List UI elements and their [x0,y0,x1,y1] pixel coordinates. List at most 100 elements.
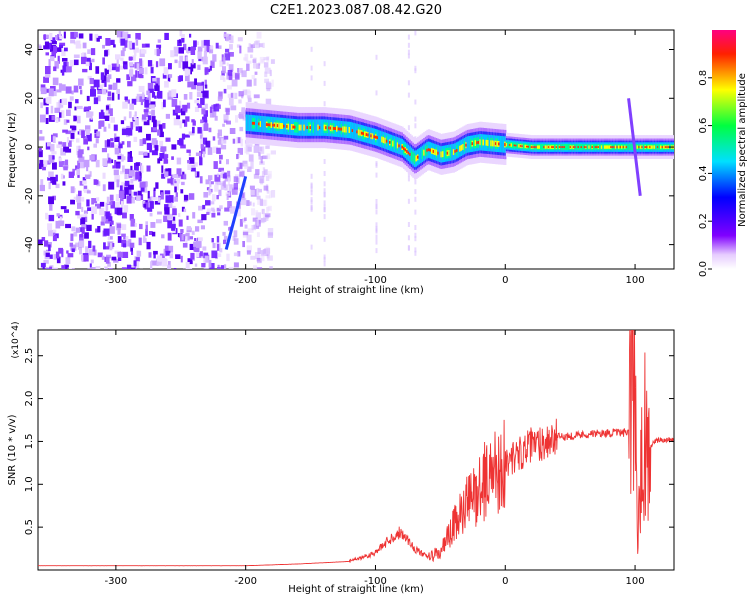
noise-cell [74,106,77,111]
ridge-cell [519,145,522,147]
noise-cell [138,67,144,74]
noise-cell [74,31,78,38]
noise-cell [233,252,239,257]
noise-cell [244,146,248,154]
ridge-cell [530,146,533,148]
noise-cell [121,141,125,145]
noise-cell [229,44,233,50]
ridge-cell [308,122,311,133]
noise-cell [116,78,121,83]
ridge-cell [512,142,515,149]
noise-cell [222,181,225,187]
noise-cell [149,104,155,109]
noise-cell [127,81,133,87]
noise-cell [156,219,162,224]
noise-cell [85,129,90,135]
noise-cell [266,207,269,213]
noise-cell [145,225,148,231]
noise-cell [107,139,111,147]
noise-cell [219,205,223,210]
noise-cell [76,138,80,143]
noise-cell [201,146,206,154]
ridge-cell [630,144,633,151]
noise-cell [93,143,97,148]
noise-cell [217,267,221,269]
snr-ylabel: SNR (10 * v/v) [7,414,18,485]
noise-cell [45,66,51,74]
ridge-cell [404,148,407,152]
ridge-cell [666,146,669,148]
noise-cell [265,98,272,107]
ridge-cell [482,139,485,146]
ridge-cell [247,114,250,131]
noise-cell [137,190,142,196]
noise-cell [113,44,116,48]
noise-cell [133,136,138,142]
noise-cell [106,254,111,259]
ridge-cell [551,146,554,148]
noise-cell [51,115,56,121]
noise-cell [107,153,110,161]
noise-cell [267,232,273,238]
noise-cell [241,70,247,78]
noise-cell [136,195,141,201]
colorbar-tick-label: 0.6 [698,118,709,134]
noise-cell [172,208,177,216]
noise-cell [190,252,195,260]
noise-cell [126,74,130,81]
noise-cell [130,218,136,227]
noise-cell [98,84,103,89]
noise-cell [262,155,268,160]
noise-cell [123,243,127,248]
colorbar-ticks: 0.0 0.2 0.4 0.6 0.8 [698,70,712,277]
noise-cell [164,32,169,40]
noise-cell [73,196,78,200]
ridge-cell [295,122,298,133]
ridge-cell [452,149,455,155]
noise-cell [60,173,64,180]
ridge-cell [340,127,343,131]
ridge-cell [649,146,652,148]
noise-cell [186,226,191,231]
noise-cell [255,169,260,175]
noise-cell [49,144,55,152]
noise-cell [82,52,87,58]
noise-cell [145,182,148,188]
noise-cell [153,124,157,131]
noise-cell [89,263,92,268]
snr-xlabel: Height of straight line (km) [288,584,424,595]
noise-cell [167,264,172,269]
noise-cell [230,206,236,214]
ridge-cell [378,130,381,147]
noise-cell [83,185,88,191]
x-tick-label: 0 [502,576,508,587]
noise-cell [53,267,58,269]
noise-cell [86,224,92,231]
noise-cell [47,142,52,147]
colorbar-tick-label: 0.0 [698,261,709,277]
noise-cell [110,220,114,225]
noise-cell [66,119,70,123]
ridge-cell [622,146,625,148]
ridge-cell [493,140,496,147]
noise-cell [181,34,185,42]
noise-cell [102,44,105,49]
noise-cell [201,40,206,48]
ridge-cell [485,139,488,146]
noise-cell [197,51,202,59]
noise-cell [158,124,163,133]
ridge-cell [384,137,387,144]
ridge-cell [658,144,661,151]
noise-cell [49,32,53,40]
ridge-cell [555,146,558,148]
noise-cell [135,260,140,269]
noise-cell [51,41,57,45]
noise-cell [67,140,72,147]
noise-cell [258,153,261,160]
noise-cell [83,159,90,168]
noise-cell [41,237,46,242]
noise-cell [235,115,239,123]
ridge-cell [329,126,332,130]
